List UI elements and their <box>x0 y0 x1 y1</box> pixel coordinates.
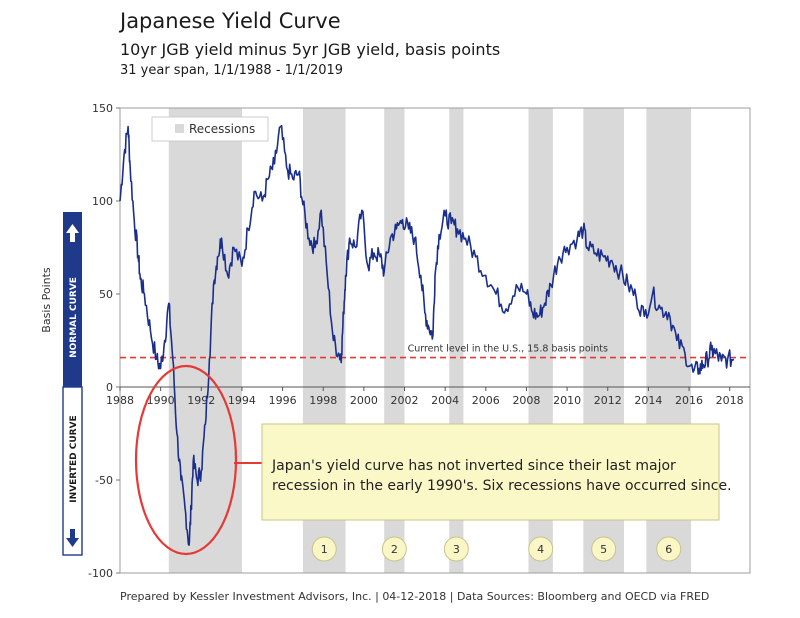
x-tick-label: 2002 <box>391 394 419 407</box>
recession-badge-label-1: 1 <box>321 543 328 556</box>
x-tick-label: 2006 <box>472 394 500 407</box>
normal-curve-label: NORMAL CURVE <box>69 277 79 358</box>
recession-badge-label-5: 5 <box>600 543 607 556</box>
recession-badge-label-6: 6 <box>665 543 672 556</box>
x-tick-label: 2004 <box>431 394 459 407</box>
up-arrow-icon <box>66 224 79 242</box>
recession-badge-4 <box>528 536 554 562</box>
callout-text-line-2: recession in the early 1990's. Six reces… <box>272 478 732 494</box>
x-tick-label: 2010 <box>553 394 581 407</box>
x-tick-label: 1992 <box>187 394 215 407</box>
chart-subtitle: 10yr JGB yield minus 5yr JGB yield, basi… <box>120 40 501 59</box>
y-tick-label: 50 <box>99 288 113 301</box>
legend-swatch <box>175 124 184 133</box>
inversion-highlight-ellipse <box>134 364 238 556</box>
y-tick-label: 0 <box>106 381 113 394</box>
legend-label: Recessions <box>189 122 255 136</box>
x-tick-label: 1998 <box>309 394 337 407</box>
recession-badge-label-3: 3 <box>453 543 460 556</box>
inverted-curve-bar <box>62 386 83 556</box>
y-tick-label: -100 <box>88 567 113 580</box>
us-reference-label: Current level in the U.S., 15.8 basis po… <box>408 344 608 355</box>
y-tick-label: 100 <box>92 195 113 208</box>
recession-badge-6 <box>656 536 682 562</box>
date-span-note: 31 year span, 1/1/1988 - 1/1/2019 <box>120 63 344 78</box>
x-tick-label: 1996 <box>269 394 297 407</box>
x-tick-label: 1990 <box>147 394 175 407</box>
chart-title: Japanese Yield Curve <box>120 9 341 33</box>
footer-source-note: Prepared by Kessler Investment Advisors,… <box>120 590 710 603</box>
y-axis-label: Basis Points <box>40 267 53 333</box>
legend-box <box>151 116 269 142</box>
y-tick-label: 150 <box>92 102 113 115</box>
yield-spread-series-line <box>119 124 735 546</box>
recession-badge-3 <box>443 536 469 562</box>
recession-badge-2 <box>381 536 407 562</box>
x-tick-label: 1988 <box>106 394 134 407</box>
x-tick-label: 2008 <box>512 394 540 407</box>
recession-badge-1 <box>311 536 337 562</box>
x-tick-label: 2014 <box>634 394 662 407</box>
recession-band-1 <box>168 108 242 573</box>
x-tick-label: 1994 <box>228 394 256 407</box>
recession-badge-label-2: 2 <box>391 543 398 556</box>
normal-curve-bar <box>63 212 82 387</box>
x-tick-label: 2000 <box>350 394 378 407</box>
callout-text-line-1: Japan's yield curve has not inverted sin… <box>271 458 676 474</box>
x-tick-label: 2012 <box>594 394 622 407</box>
x-tick-label: 2018 <box>716 394 744 407</box>
recession-badge-5 <box>591 536 617 562</box>
down-arrow-icon <box>66 529 79 547</box>
recession-badge-label-4: 4 <box>537 543 544 556</box>
inverted-curve-label: INVERTED CURVE <box>69 415 79 502</box>
plot-frame <box>119 107 751 574</box>
callout-box <box>261 423 720 521</box>
y-tick-label: -50 <box>95 474 113 487</box>
x-tick-label: 2016 <box>675 394 703 407</box>
